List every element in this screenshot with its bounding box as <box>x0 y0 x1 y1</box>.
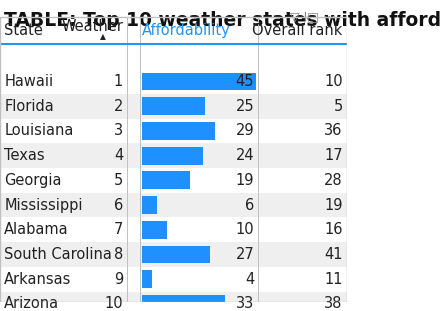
FancyBboxPatch shape <box>0 292 347 311</box>
Text: 5: 5 <box>114 173 123 188</box>
Text: South Carolina: South Carolina <box>4 247 112 262</box>
Text: 10: 10 <box>104 296 123 311</box>
Text: 19: 19 <box>236 173 254 188</box>
Text: 7: 7 <box>114 222 123 237</box>
FancyBboxPatch shape <box>0 69 347 94</box>
Text: 1: 1 <box>114 74 123 89</box>
Text: Alabama: Alabama <box>4 222 69 237</box>
Text: State: State <box>4 23 43 38</box>
Text: TABLE: Top 10 weather states with afford: TABLE: Top 10 weather states with afford <box>4 11 441 30</box>
Text: 16: 16 <box>324 222 343 237</box>
Text: ▲: ▲ <box>100 32 106 41</box>
Text: 10: 10 <box>324 74 343 89</box>
Text: 19: 19 <box>324 197 343 213</box>
FancyBboxPatch shape <box>0 143 347 168</box>
Text: 28: 28 <box>324 173 343 188</box>
FancyBboxPatch shape <box>142 295 226 311</box>
Text: 45: 45 <box>236 74 254 89</box>
Text: Louisiana: Louisiana <box>4 123 74 138</box>
Text: Arizona: Arizona <box>4 296 59 311</box>
FancyBboxPatch shape <box>142 221 167 239</box>
FancyBboxPatch shape <box>142 171 190 189</box>
Text: 8: 8 <box>114 247 123 262</box>
FancyBboxPatch shape <box>142 72 256 90</box>
Text: Arkansas: Arkansas <box>4 272 71 287</box>
FancyBboxPatch shape <box>0 217 347 242</box>
Text: ▽ I□ ⋯: ▽ I□ ⋯ <box>290 11 336 24</box>
Text: Texas: Texas <box>4 148 45 163</box>
Text: 38: 38 <box>324 296 343 311</box>
Text: Mississippi: Mississippi <box>4 197 83 213</box>
FancyBboxPatch shape <box>142 97 205 115</box>
Text: 6: 6 <box>245 197 254 213</box>
FancyBboxPatch shape <box>0 267 347 292</box>
Text: Weather: Weather <box>61 19 123 34</box>
FancyBboxPatch shape <box>142 196 157 214</box>
Text: Overall rank: Overall rank <box>252 23 343 38</box>
Text: 27: 27 <box>235 247 254 262</box>
Text: 24: 24 <box>236 148 254 163</box>
Text: 9: 9 <box>114 272 123 287</box>
Text: 29: 29 <box>236 123 254 138</box>
FancyBboxPatch shape <box>0 168 347 193</box>
Text: 5: 5 <box>333 99 343 114</box>
FancyBboxPatch shape <box>0 94 347 118</box>
Text: Florida: Florida <box>4 99 54 114</box>
FancyBboxPatch shape <box>0 118 347 143</box>
Text: 33: 33 <box>236 296 254 311</box>
Text: 10: 10 <box>236 222 254 237</box>
Text: 17: 17 <box>324 148 343 163</box>
Text: Affordability: Affordability <box>142 23 230 38</box>
FancyBboxPatch shape <box>0 242 347 267</box>
FancyBboxPatch shape <box>142 270 152 288</box>
Text: Hawaii: Hawaii <box>4 74 53 89</box>
Text: 11: 11 <box>324 272 343 287</box>
Text: 2: 2 <box>114 99 123 114</box>
FancyBboxPatch shape <box>0 17 347 44</box>
FancyBboxPatch shape <box>142 147 202 165</box>
Text: 4: 4 <box>245 272 254 287</box>
Text: 6: 6 <box>114 197 123 213</box>
Text: 25: 25 <box>236 99 254 114</box>
Text: Georgia: Georgia <box>4 173 62 188</box>
FancyBboxPatch shape <box>142 122 215 140</box>
Text: 3: 3 <box>114 123 123 138</box>
Text: 36: 36 <box>324 123 343 138</box>
Text: 4: 4 <box>114 148 123 163</box>
FancyBboxPatch shape <box>142 246 210 263</box>
Text: 41: 41 <box>324 247 343 262</box>
FancyBboxPatch shape <box>0 193 347 217</box>
